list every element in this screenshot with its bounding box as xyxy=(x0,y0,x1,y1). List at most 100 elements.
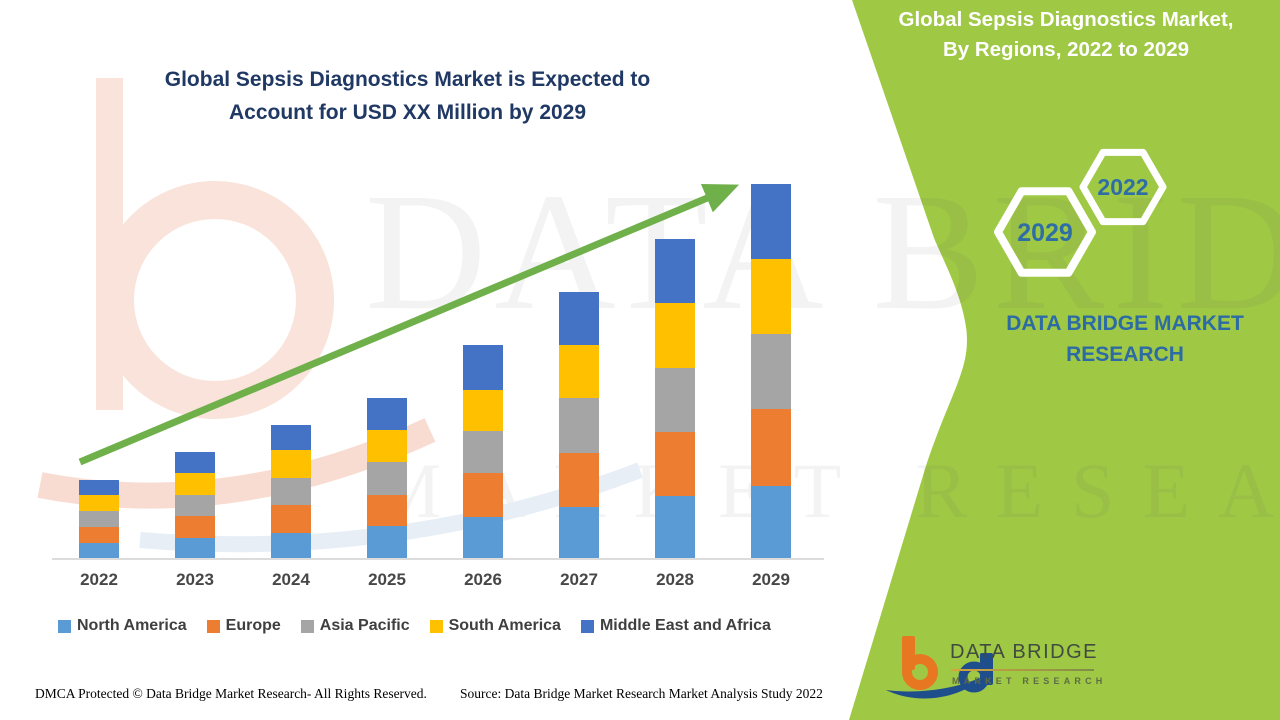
bar-chart xyxy=(55,155,823,559)
band-brand-line1: DATA BRIDGE MARKET xyxy=(1006,312,1244,335)
bar-segment xyxy=(655,303,695,368)
bar-2025 xyxy=(367,398,407,559)
legend-swatch xyxy=(300,619,314,633)
bar-segment xyxy=(175,538,215,559)
legend-label: North America xyxy=(77,617,187,634)
legend-label: Europe xyxy=(225,617,281,634)
bar-segment xyxy=(655,368,695,432)
bar-2022 xyxy=(79,480,119,559)
footer-source-text: Source: Data Bridge Market Research Mark… xyxy=(460,686,823,701)
logo-blue-swoosh xyxy=(886,674,988,699)
x-tick-2025: 2025 xyxy=(368,570,406,589)
band-title-line2: By Regions, 2022 to 2029 xyxy=(942,38,1190,61)
x-tick-2027: 2027 xyxy=(560,570,598,589)
legend-swatch xyxy=(58,619,71,633)
footer-dmca-text: DMCA Protected © Data Bridge Market Rese… xyxy=(35,686,427,701)
bar-segment xyxy=(79,495,119,511)
bar-segment xyxy=(463,473,503,517)
chart-title-line1: Global Sepsis Diagnostics Market is Expe… xyxy=(164,68,651,91)
bar-segment xyxy=(175,495,215,516)
bar-segment xyxy=(367,430,407,462)
bar-segment xyxy=(271,425,311,450)
bar-segment xyxy=(271,450,311,478)
x-tick-2023: 2023 xyxy=(176,570,214,589)
hexagon-2029-label: 2029 xyxy=(1017,219,1073,247)
watermark-text-line1: DATA BRIDGE xyxy=(365,159,1280,345)
band-brand-line2: RESEARCH xyxy=(1066,343,1184,366)
logo-orange-bowl xyxy=(902,654,938,690)
bar-2028 xyxy=(655,239,695,559)
logo-name-text: DATA BRIDGE xyxy=(950,641,1099,663)
bar-2024 xyxy=(271,425,311,559)
bar-segment xyxy=(367,526,407,559)
bar-segment xyxy=(655,239,695,303)
bar-segment xyxy=(655,496,695,559)
bar-segment xyxy=(559,453,599,507)
band-title-line1: Global Sepsis Diagnostics Market, xyxy=(898,8,1234,31)
bar-segment xyxy=(559,507,599,559)
bar-segment xyxy=(559,398,599,453)
hexagon-2022 xyxy=(1079,148,1167,226)
bar-segment xyxy=(559,292,599,345)
hexagon-2029 xyxy=(994,187,1096,277)
legend-swatch xyxy=(206,619,220,633)
bar-segment xyxy=(271,533,311,559)
x-tick-2024: 2024 xyxy=(272,570,310,589)
legend-swatch xyxy=(580,619,594,633)
bar-segment xyxy=(79,511,119,527)
logo-blue-bowl xyxy=(958,661,990,693)
chart-title: Global Sepsis Diagnostics Market is Expe… xyxy=(95,63,720,129)
bar-segment xyxy=(271,478,311,505)
bar-segment xyxy=(751,486,791,559)
band-brand-text: DATA BRIDGE MARKET RESEARCH xyxy=(990,308,1260,370)
bar-segment xyxy=(751,334,791,409)
legend-item: Middle East and Africa xyxy=(580,617,771,635)
bar-segment xyxy=(79,480,119,495)
bar-segment xyxy=(463,390,503,431)
legend-item: South America xyxy=(429,617,561,635)
bar-segment xyxy=(367,495,407,526)
bar-segment xyxy=(559,345,599,398)
year-hexagons: 2029 2022 xyxy=(994,148,1167,277)
legend-item: Asia Pacific xyxy=(300,617,410,635)
watermark-text-line2: MARKET RESEARCH xyxy=(372,447,1280,534)
logo-tagline-text: MARKET RESEARCH xyxy=(952,676,1107,686)
bar-segment xyxy=(79,543,119,559)
logo-underline xyxy=(951,669,1094,671)
watermark-b-bowl xyxy=(96,181,334,419)
databridge-logo-icon xyxy=(886,636,993,699)
legend-item: Europe xyxy=(206,617,281,635)
legend-label: South America xyxy=(448,617,561,634)
bar-segment xyxy=(655,432,695,496)
bar-segment xyxy=(175,473,215,495)
bar-segment xyxy=(367,462,407,495)
bar-2027 xyxy=(559,292,599,559)
x-tick-2022: 2022 xyxy=(80,570,118,589)
bar-segment xyxy=(463,345,503,390)
legend: North America Europe Asia Pacific South Ame… xyxy=(58,617,858,635)
legend-swatch xyxy=(429,619,443,633)
bar-segment xyxy=(751,184,791,259)
bar-segment xyxy=(751,409,791,486)
x-tick-2028: 2028 xyxy=(656,570,694,589)
legend-item: North America xyxy=(58,617,187,635)
bar-segment xyxy=(271,505,311,533)
legend-label: Middle East and Africa xyxy=(599,617,771,634)
bar-segment xyxy=(175,516,215,538)
bar-segment xyxy=(463,431,503,473)
bar-segment xyxy=(463,517,503,559)
bar-segment xyxy=(367,398,407,430)
bar-segment xyxy=(175,452,215,473)
bar-2023 xyxy=(175,452,215,559)
bar-segment xyxy=(751,259,791,334)
bar-2029 xyxy=(751,184,791,559)
hexagon-2022-label: 2022 xyxy=(1097,174,1148,200)
x-tick-2029: 2029 xyxy=(752,570,790,589)
x-axis-line xyxy=(52,558,824,560)
chart-title-line2: Account for USD XX Million by 2029 xyxy=(228,101,587,124)
x-tick-2026: 2026 xyxy=(464,570,502,589)
legend-label: Asia Pacific xyxy=(319,617,410,634)
